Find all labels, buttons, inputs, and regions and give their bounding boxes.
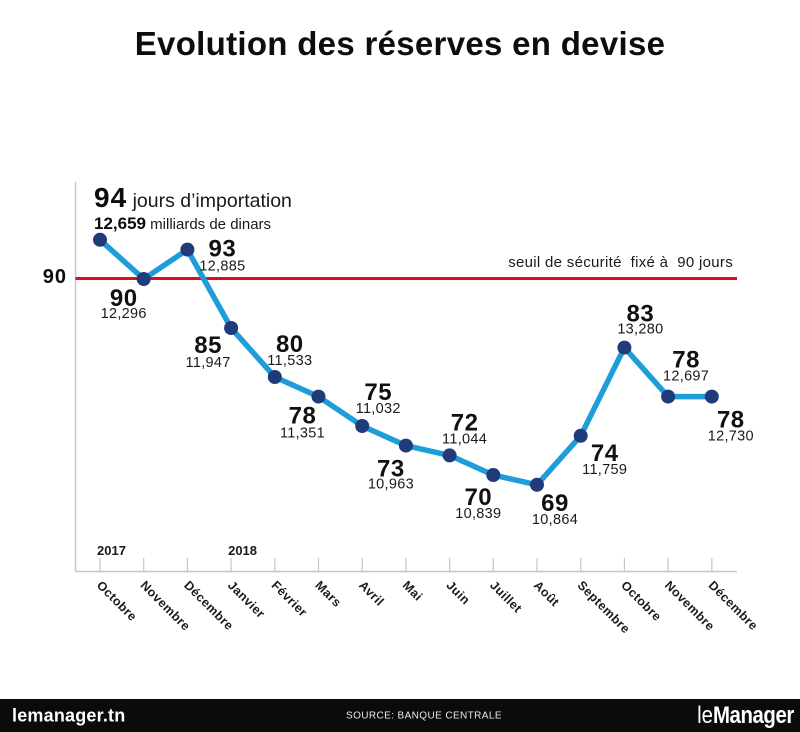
- point-value-label: 69: [541, 490, 569, 517]
- point-value-label: 78: [289, 403, 317, 430]
- point-value-label: 93: [209, 236, 237, 263]
- point-dinars-label: 12,296: [101, 306, 147, 322]
- month-label: Août: [531, 578, 562, 609]
- data-point: [136, 272, 151, 286]
- data-point: [486, 468, 501, 482]
- point-value-label: 78: [672, 347, 700, 374]
- month-label: Octobre: [94, 578, 140, 624]
- data-point: [311, 389, 326, 404]
- point-value-label: 70: [464, 484, 492, 511]
- y-axis-threshold-label: 90: [42, 266, 67, 288]
- data-point: [355, 419, 370, 433]
- first-point-annotation: 94 jours d’importation 12,659 milliards …: [94, 184, 292, 234]
- footer-source: SOURCE: BANQUE CENTRALE: [346, 710, 502, 721]
- point-dinars-label: 12,885: [199, 259, 245, 275]
- annotation-days-value: 94: [94, 182, 128, 213]
- point-value-label: 90: [110, 285, 138, 312]
- security-threshold-caption: seuil de sécurité fixé à 90 jours: [508, 254, 733, 271]
- data-point: [180, 242, 195, 257]
- logo-le: le: [697, 701, 714, 729]
- point-value-label: 85: [194, 332, 222, 359]
- data-point: [93, 232, 107, 247]
- annotation-days-suffix: jours d’importation: [127, 190, 292, 212]
- month-label: Avril: [356, 578, 387, 609]
- page-title: Evolution des réserves en devise: [134, 25, 666, 62]
- point-dinars-label: 11,759: [582, 462, 627, 478]
- point-value-label: 73: [377, 456, 405, 483]
- data-point: [661, 389, 676, 404]
- point-dinars-label: 11,947: [186, 355, 231, 371]
- logo-manager: Manager: [713, 701, 794, 729]
- point-dinars-label: 11,032: [356, 401, 401, 417]
- year-label: 2017: [97, 543, 126, 558]
- data-point: [530, 477, 544, 492]
- point-dinars-label: 11,351: [280, 426, 325, 442]
- data-point: [704, 389, 719, 404]
- point-dinars-label: 11,533: [267, 353, 312, 369]
- lemanager-logo: leManager: [697, 702, 794, 730]
- footer-bar: lemanager.tn SOURCE: BANQUE CENTRALE leM…: [0, 699, 800, 732]
- point-dinars-label: 11,044: [442, 431, 487, 447]
- data-point: [224, 321, 239, 335]
- annotation-line-days: 94 jours d’importation: [94, 184, 292, 215]
- point-value-label: 74: [591, 440, 619, 467]
- month-label: Janvier: [225, 578, 268, 621]
- point-value-label: 75: [364, 379, 392, 406]
- point-dinars-label: 13,280: [617, 322, 663, 338]
- point-dinars-label: 12,730: [708, 429, 754, 445]
- data-point: [617, 340, 632, 355]
- month-label: Juillet: [487, 578, 525, 616]
- month-label: Juin: [443, 578, 472, 607]
- annotation-dinars-value: 12,659: [94, 214, 146, 233]
- month-label: Février: [269, 578, 310, 619]
- data-point: [267, 370, 282, 384]
- month-label: Mars: [312, 578, 344, 610]
- point-value-label: 83: [627, 301, 655, 328]
- month-label: Octobre: [618, 578, 664, 624]
- year-label: 2018: [228, 543, 257, 558]
- point-value-label: 80: [276, 331, 304, 358]
- point-value-label: 72: [451, 409, 479, 436]
- reserves-line-chart: 9012,2969312,8858511,9478011,5337811,351…: [74, 182, 761, 636]
- data-point: [573, 428, 588, 443]
- annotation-line-dinars: 12,659 milliards de dinars: [94, 215, 292, 234]
- data-point: [398, 438, 413, 453]
- data-point: [442, 448, 457, 463]
- footer-website: lemanager.tn: [12, 705, 126, 725]
- annotation-dinars-suffix: milliards de dinars: [146, 216, 272, 233]
- month-label: Mai: [400, 578, 425, 603]
- point-dinars-label: 10,839: [455, 506, 501, 522]
- point-dinars-label: 10,963: [368, 477, 414, 493]
- point-dinars-label: 12,697: [663, 369, 709, 385]
- point-dinars-label: 10,864: [532, 512, 578, 528]
- point-value-label: 78: [717, 407, 745, 434]
